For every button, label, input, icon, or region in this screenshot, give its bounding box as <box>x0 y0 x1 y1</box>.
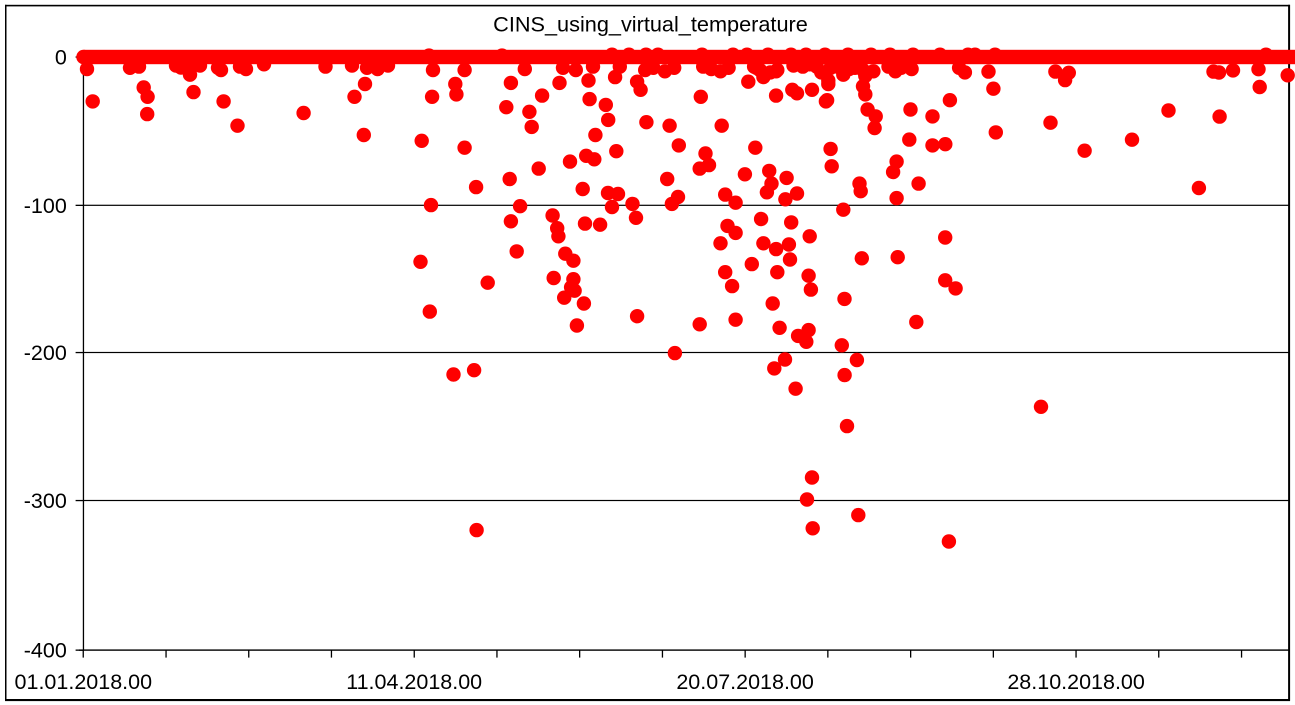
svg-text:28.10.2018.00: 28.10.2018.00 <box>1007 670 1145 694</box>
svg-text:-300: -300 <box>24 489 67 513</box>
svg-text:-200: -200 <box>24 341 67 365</box>
svg-text:-400: -400 <box>24 639 67 663</box>
svg-text:0: 0 <box>55 46 67 70</box>
svg-text:-100: -100 <box>24 194 67 218</box>
svg-text:01.01.2018.00: 01.01.2018.00 <box>15 670 153 694</box>
svg-text:CINS_using_virtual_temperature: CINS_using_virtual_temperature <box>493 11 808 36</box>
svg-text:20.07.2018.00: 20.07.2018.00 <box>676 670 814 694</box>
svg-text:11.04.2018.00: 11.04.2018.00 <box>346 670 482 694</box>
